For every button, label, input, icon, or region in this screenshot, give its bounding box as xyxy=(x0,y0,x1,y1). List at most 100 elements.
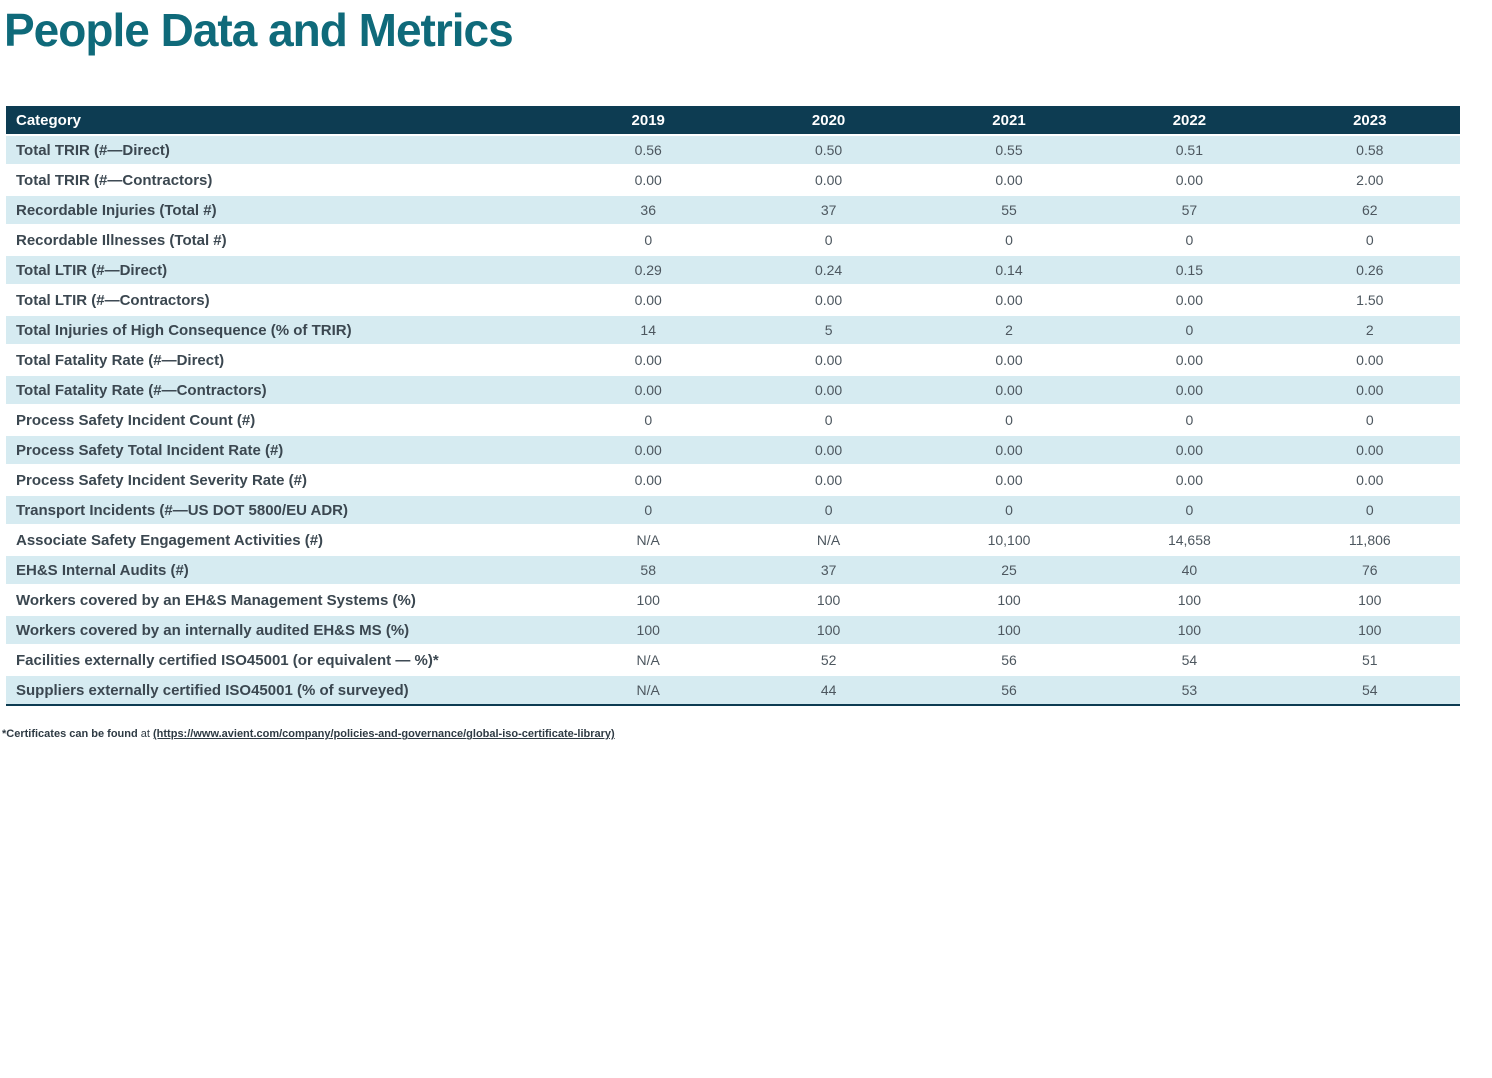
value-cell: 0 xyxy=(558,225,739,257)
value-cell: 0.29 xyxy=(558,255,739,287)
value-cell: 57 xyxy=(1099,195,1280,227)
category-cell: Total TRIR (#—Contractors) xyxy=(6,165,559,197)
column-header-2019: 2019 xyxy=(558,106,739,137)
value-cell: N/A xyxy=(558,525,739,557)
table-row: Recordable Illnesses (Total #) 0 0 0 0 0 xyxy=(6,225,1460,257)
value-cell: 0 xyxy=(1099,225,1280,257)
value-cell: 0.00 xyxy=(1279,345,1460,377)
table-row: Recordable Injuries (Total #) 36 37 55 57 62 xyxy=(6,195,1460,227)
value-cell: 100 xyxy=(738,585,919,617)
value-cell: 0.00 xyxy=(918,165,1100,197)
value-cell: 0.50 xyxy=(738,135,919,167)
value-cell: 0.00 xyxy=(1099,285,1280,317)
value-cell: 0.00 xyxy=(738,285,919,317)
table-row: Total TRIR (#—Contractors) 0.00 0.00 0.00 0.… xyxy=(6,165,1460,197)
category-cell: Total Fatality Rate (#—Direct) xyxy=(6,345,559,377)
value-cell: 0.24 xyxy=(738,255,919,287)
value-cell: 0.00 xyxy=(738,345,919,377)
value-cell: 40 xyxy=(1099,555,1280,587)
value-cell: 0 xyxy=(1099,315,1280,347)
table-row: Total Fatality Rate (#—Direct) 0.00 0.00 0.… xyxy=(6,345,1460,377)
value-cell: 0.00 xyxy=(558,465,739,497)
value-cell: 0.00 xyxy=(558,165,739,197)
table-row: Total Injuries of High Consequence (% of… xyxy=(6,315,1460,347)
value-cell: 0.00 xyxy=(738,165,919,197)
value-cell: 0 xyxy=(738,405,919,437)
category-cell: Total LTIR (#—Contractors) xyxy=(6,285,559,317)
table-body: Total TRIR (#—Direct) 0.56 0.50 0.55 0.51 0.5… xyxy=(6,135,1460,707)
value-cell: 100 xyxy=(738,615,919,647)
value-cell: 52 xyxy=(738,645,919,677)
value-cell: 53 xyxy=(1099,675,1280,707)
value-cell: 58 xyxy=(558,555,739,587)
value-cell: 0 xyxy=(918,225,1100,257)
value-cell: 0.00 xyxy=(1099,435,1280,467)
table-row: Total Fatality Rate (#—Contractors) 0.00 0… xyxy=(6,375,1460,407)
column-header-2021: 2021 xyxy=(918,106,1100,137)
column-header-category: Category xyxy=(6,106,559,137)
category-cell: Total TRIR (#—Direct) xyxy=(6,135,559,167)
metrics-table: Category 2019 2020 2021 2022 2023 Total … xyxy=(6,106,1460,707)
value-cell: 37 xyxy=(738,555,919,587)
value-cell: 100 xyxy=(918,615,1100,647)
value-cell: 0 xyxy=(1279,405,1460,437)
value-cell: 54 xyxy=(1279,675,1460,707)
category-cell: Total Fatality Rate (#—Contractors) xyxy=(6,375,559,407)
value-cell: 100 xyxy=(1099,585,1280,617)
value-cell: 0.00 xyxy=(558,345,739,377)
table-row: Total LTIR (#—Contractors) 0.00 0.00 0.00 0.… xyxy=(6,285,1460,317)
category-cell: Recordable Illnesses (Total #) xyxy=(6,225,559,257)
table-row: Associate Safety Engagement Activities (… xyxy=(6,525,1460,557)
value-cell: 0 xyxy=(918,405,1100,437)
category-cell: Process Safety Incident Severity Rate (#… xyxy=(6,465,559,497)
value-cell: 100 xyxy=(918,585,1100,617)
value-cell: 0 xyxy=(1099,405,1280,437)
table-row: Transport Incidents (#—US DOT 5800/EU AD… xyxy=(6,495,1460,527)
value-cell: 0 xyxy=(918,495,1100,527)
value-cell: 0.00 xyxy=(738,435,919,467)
table-row: Workers covered by an EH&S Management Sy… xyxy=(6,585,1460,617)
footnote-connector: at xyxy=(140,728,150,741)
value-cell: 62 xyxy=(1279,195,1460,227)
value-cell: 2.00 xyxy=(1279,165,1460,197)
table-row: Total LTIR (#—Direct) 0.29 0.24 0.14 0.15 0.2… xyxy=(6,255,1460,287)
value-cell: 54 xyxy=(1099,645,1280,677)
table-row: Workers covered by an internally audited… xyxy=(6,615,1460,647)
table-row: Process Safety Total Incident Rate (#) 0.… xyxy=(6,435,1460,467)
value-cell: 0.00 xyxy=(1279,435,1460,467)
value-cell: 100 xyxy=(1279,585,1460,617)
category-cell: Process Safety Total Incident Rate (#) xyxy=(6,435,559,467)
table-row: Suppliers externally certified ISO45001 … xyxy=(6,675,1460,707)
value-cell: N/A xyxy=(738,525,919,557)
category-cell: Recordable Injuries (Total #) xyxy=(6,195,559,227)
value-cell: 11,806 xyxy=(1279,525,1460,557)
value-cell: 0.00 xyxy=(1099,165,1280,197)
value-cell: 0.00 xyxy=(1279,465,1460,497)
value-cell: 0.55 xyxy=(918,135,1100,167)
table-row: Process Safety Incident Severity Rate (#… xyxy=(6,465,1460,497)
value-cell: 100 xyxy=(558,585,739,617)
value-cell: 0.00 xyxy=(1279,375,1460,407)
category-cell: Process Safety Incident Count (#) xyxy=(6,405,559,437)
value-cell: 0 xyxy=(558,405,739,437)
category-cell: Workers covered by an internally audited… xyxy=(6,615,559,647)
table-row: Process Safety Incident Count (#) 0 0 0 0 0 xyxy=(6,405,1460,437)
value-cell: 14,658 xyxy=(1099,525,1280,557)
value-cell: 0.00 xyxy=(558,285,739,317)
column-header-2020: 2020 xyxy=(738,106,919,137)
footnote-link[interactable]: (https://www.avient.com/company/policies… xyxy=(153,728,615,741)
value-cell: N/A xyxy=(558,645,739,677)
value-cell: 51 xyxy=(1279,645,1460,677)
value-cell: 0 xyxy=(738,495,919,527)
value-cell: 0.00 xyxy=(558,375,739,407)
value-cell: 76 xyxy=(1279,555,1460,587)
value-cell: 100 xyxy=(558,615,739,647)
page-title: People Data and Metrics xyxy=(4,4,514,56)
value-cell: 0.00 xyxy=(918,465,1100,497)
value-cell: 100 xyxy=(1279,615,1460,647)
value-cell: 0.26 xyxy=(1279,255,1460,287)
value-cell: 0.00 xyxy=(918,375,1100,407)
value-cell: 0.00 xyxy=(558,435,739,467)
value-cell: 0.15 xyxy=(1099,255,1280,287)
value-cell: 44 xyxy=(738,675,919,707)
